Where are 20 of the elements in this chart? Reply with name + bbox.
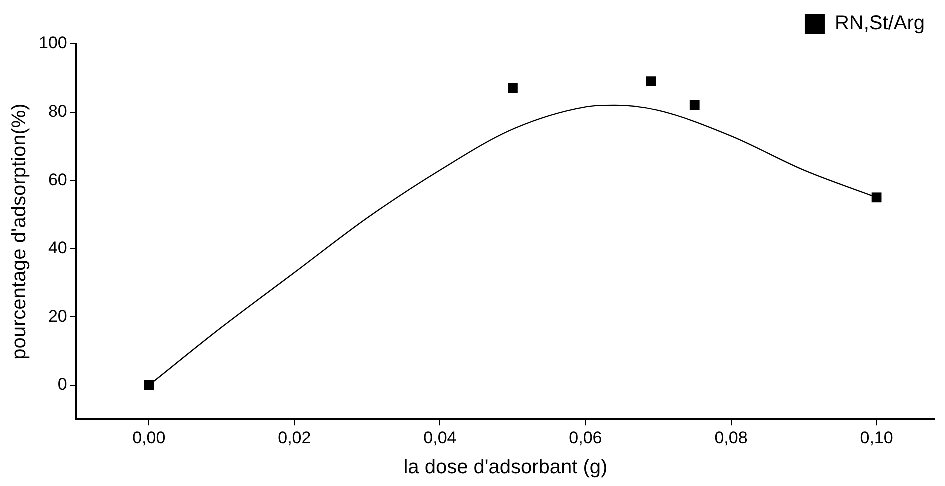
point bbox=[646, 76, 656, 87]
point bbox=[690, 100, 700, 110]
x-tick-label: 0,08 bbox=[714, 428, 748, 448]
x-tick-label: 0,10 bbox=[860, 428, 894, 448]
x-tick-label: 0,04 bbox=[424, 428, 457, 448]
legend-label: RN,St/Arg bbox=[834, 12, 926, 35]
x-axis-title: la dose d'adsorbant (g) bbox=[404, 456, 608, 479]
point bbox=[144, 380, 154, 390]
y-tick-label: 80 bbox=[48, 102, 68, 121]
point bbox=[508, 83, 518, 94]
x-tick-label: 0,06 bbox=[569, 428, 602, 448]
y-tick-label: 40 bbox=[48, 238, 68, 258]
x-tick-label: 0,00 bbox=[132, 428, 166, 448]
point bbox=[872, 192, 882, 203]
y-tick-label: 60 bbox=[48, 170, 68, 190]
x-tick-label: 0,02 bbox=[278, 428, 312, 448]
y-tick-label: 100 bbox=[38, 34, 68, 53]
y-tick-label: 0 bbox=[58, 375, 68, 394]
y-tick-label: 20 bbox=[48, 306, 68, 326]
y-axis-title: pourcentage d'adsorption(%) bbox=[8, 104, 31, 360]
